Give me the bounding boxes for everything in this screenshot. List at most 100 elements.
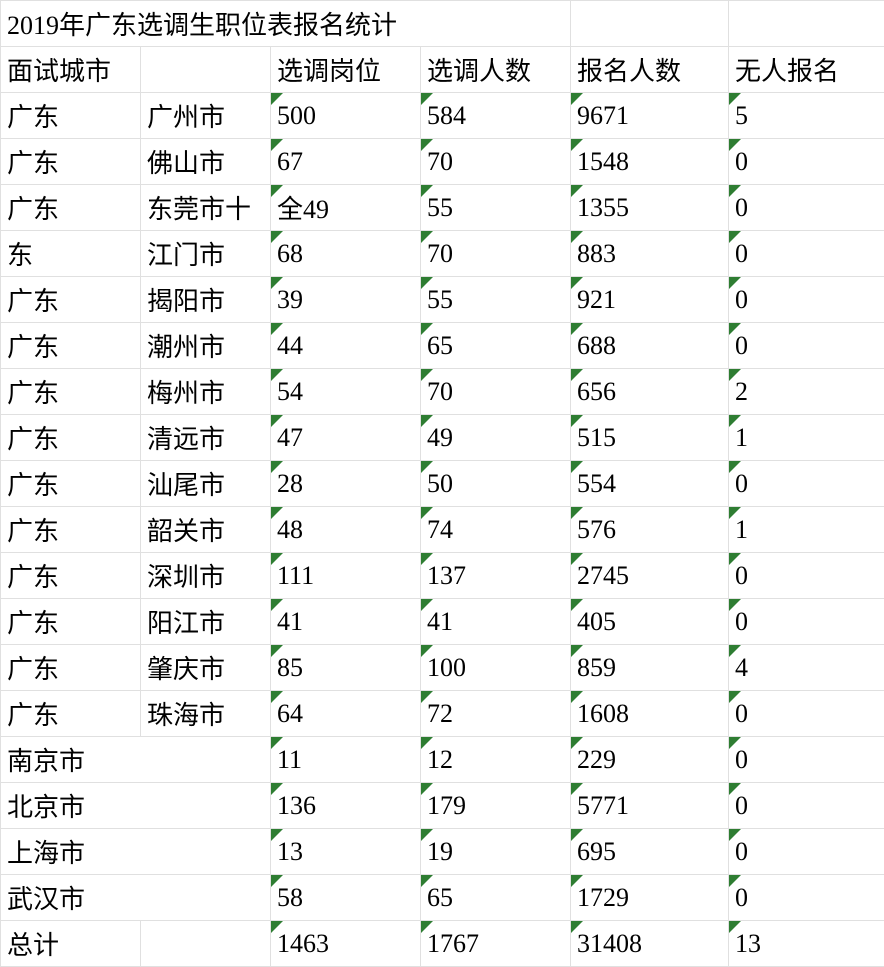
cell-headcount: 100 [421,645,571,691]
header-applicants: 报名人数 [571,47,729,93]
cell-positions: 44 [271,323,421,369]
cell-positions: 13 [271,829,421,875]
cell-applicants: 9671 [571,93,729,139]
table-row: 东江门市68708830 [1,231,884,277]
table-row: 广东阳江市41414050 [1,599,884,645]
cell-headcount: 137 [421,553,571,599]
table-row: 上海市13196950 [1,829,884,875]
cell-applicants: 859 [571,645,729,691]
cell-unapplied: 1 [729,507,884,553]
cell-applicants: 695 [571,829,729,875]
cell-headcount: 49 [421,415,571,461]
header-unapplied: 无人报名 [729,47,884,93]
cell-unapplied: 4 [729,645,884,691]
table-row: 广东广州市50058496715 [1,93,884,139]
cell-positions: 64 [271,691,421,737]
cell-headcount: 1767 [421,921,571,967]
cell-positions: 67 [271,139,421,185]
cell-unapplied: 0 [729,783,884,829]
cell-applicants: 554 [571,461,729,507]
cell-unapplied: 0 [729,875,884,921]
cell-positions: 68 [271,231,421,277]
cell-applicants: 1729 [571,875,729,921]
cell-district: 深圳市 [141,553,271,599]
table-row: 广东潮州市44656880 [1,323,884,369]
cell-applicants: 229 [571,737,729,783]
cell-city: 广东 [1,461,141,507]
cell-applicants: 688 [571,323,729,369]
cell-unapplied: 2 [729,369,884,415]
cell-unapplied: 0 [729,691,884,737]
table-row: 总计146317673140813 [1,921,884,967]
cell-district: 揭阳市 [141,277,271,323]
cell-unapplied: 0 [729,231,884,277]
cell-city: 广东 [1,369,141,415]
cell-applicants: 2745 [571,553,729,599]
table-row: 广东佛山市677015480 [1,139,884,185]
cell-applicants: 921 [571,277,729,323]
cell-city: 广东 [1,323,141,369]
cell-positions: 41 [271,599,421,645]
cell-unapplied: 0 [729,461,884,507]
cell-city: 广东 [1,93,141,139]
table-row: 广东珠海市647216080 [1,691,884,737]
cell-applicants: 656 [571,369,729,415]
cell-positions: 500 [271,93,421,139]
cell-city: 广东 [1,277,141,323]
cell-city: 广东 [1,645,141,691]
cell-district: 阳江市 [141,599,271,645]
cell-headcount: 74 [421,507,571,553]
cell-headcount: 70 [421,139,571,185]
cell-city: 武汉市 [1,875,271,921]
cell-applicants: 1355 [571,185,729,231]
cell-headcount: 70 [421,231,571,277]
cell-headcount: 65 [421,875,571,921]
table-row: 北京市13617957710 [1,783,884,829]
cell-unapplied: 0 [729,737,884,783]
header-row: 面试城市 选调岗位 选调人数 报名人数 无人报名 [1,47,884,93]
cell-district: 清远市 [141,415,271,461]
cell-unapplied: 0 [729,599,884,645]
cell-headcount: 50 [421,461,571,507]
table-body: 2019年广东选调生职位表报名统计 面试城市 选调岗位 选调人数 报名人数 无人… [1,1,884,967]
table-title: 2019年广东选调生职位表报名统计 [1,1,571,47]
cell-headcount: 70 [421,369,571,415]
cell-district: 肇庆市 [141,645,271,691]
table-row: 广东深圳市11113727450 [1,553,884,599]
table-row: 南京市11122290 [1,737,884,783]
header-headcount: 选调人数 [421,47,571,93]
empty-cell [571,1,729,47]
cell-district: 珠海市 [141,691,271,737]
cell-positions: 58 [271,875,421,921]
cell-applicants: 31408 [571,921,729,967]
table-row: 广东清远市47495151 [1,415,884,461]
cell-positions: 全49 [271,185,421,231]
cell-headcount: 55 [421,185,571,231]
cell-positions: 111 [271,553,421,599]
cell-city: 东 [1,231,141,277]
cell-applicants: 515 [571,415,729,461]
cell-city: 南京市 [1,737,271,783]
cell-city: 广东 [1,185,141,231]
cell-headcount: 65 [421,323,571,369]
cell-positions: 28 [271,461,421,507]
header-city: 面试城市 [1,47,141,93]
header-district [141,47,271,93]
cell-positions: 39 [271,277,421,323]
cell-positions: 48 [271,507,421,553]
cell-positions: 85 [271,645,421,691]
table-row: 广东东莞市十全495513550 [1,185,884,231]
cell-unapplied: 0 [729,277,884,323]
cell-unapplied: 0 [729,553,884,599]
cell-unapplied: 0 [729,829,884,875]
cell-district: 梅州市 [141,369,271,415]
cell-positions: 11 [271,737,421,783]
cell-unapplied: 0 [729,185,884,231]
cell-district: 汕尾市 [141,461,271,507]
table-row: 广东肇庆市851008594 [1,645,884,691]
cell-applicants: 883 [571,231,729,277]
cell-unapplied: 0 [729,139,884,185]
cell-city: 上海市 [1,829,271,875]
cell-city: 广东 [1,507,141,553]
cell-positions: 47 [271,415,421,461]
